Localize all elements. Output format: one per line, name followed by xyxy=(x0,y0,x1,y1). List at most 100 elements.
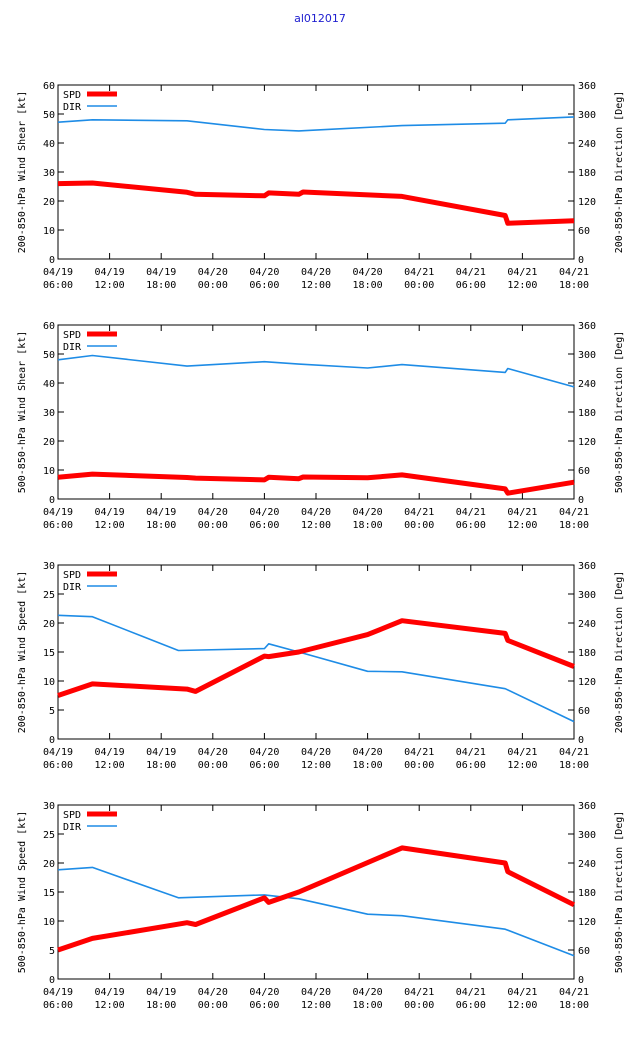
y2-tick-label: 300 xyxy=(578,350,596,361)
y-tick-label: 0 xyxy=(49,735,55,746)
x-tick-label-time: 18:00 xyxy=(559,520,589,531)
x-tick-label-date: 04/21 xyxy=(507,507,537,518)
x-tick-label-time: 12:00 xyxy=(507,760,537,771)
x-tick-label-time: 18:00 xyxy=(146,520,176,531)
y2-tick-label: 360 xyxy=(578,561,596,572)
x-tick-label-time: 12:00 xyxy=(301,1000,331,1011)
dir-series-line xyxy=(57,354,575,388)
dir-series-line xyxy=(57,116,575,132)
x-tick-label-date: 04/21 xyxy=(456,267,486,278)
x-tick-label-time: 00:00 xyxy=(404,280,434,291)
y2-tick-label: 180 xyxy=(578,888,596,899)
x-tick-label-time: 06:00 xyxy=(456,520,486,531)
x-tick-label-time: 00:00 xyxy=(198,1000,228,1011)
x-tick-label-date: 04/20 xyxy=(301,507,331,518)
x-tick-label-date: 04/20 xyxy=(249,507,279,518)
y-tick-label: 30 xyxy=(43,408,55,419)
x-tick-label-date: 04/21 xyxy=(507,747,537,758)
y-tick-label: 30 xyxy=(43,801,55,812)
x-tick-label-time: 18:00 xyxy=(559,1000,589,1011)
x-tick-label-date: 04/19 xyxy=(43,987,73,998)
x-tick-label-time: 00:00 xyxy=(404,520,434,531)
x-tick-label-date: 04/21 xyxy=(404,507,434,518)
x-tick-label-time: 18:00 xyxy=(353,1000,383,1011)
x-tick-label-date: 04/19 xyxy=(146,507,176,518)
x-tick-label-time: 06:00 xyxy=(456,280,486,291)
x-tick-label-time: 00:00 xyxy=(198,520,228,531)
x-tick-label-date: 04/20 xyxy=(353,747,383,758)
y-tick-label: 40 xyxy=(43,379,55,390)
x-tick-label-date: 04/21 xyxy=(559,267,589,278)
x-tick-label-date: 04/20 xyxy=(301,987,331,998)
y-tick-label: 10 xyxy=(43,226,55,237)
x-tick-label-time: 12:00 xyxy=(95,760,125,771)
x-tick-label-time: 06:00 xyxy=(249,1000,279,1011)
x-tick-label-date: 04/21 xyxy=(404,987,434,998)
x-tick-label-date: 04/20 xyxy=(301,267,331,278)
x-tick-label-time: 06:00 xyxy=(456,760,486,771)
y2-tick-label: 120 xyxy=(578,197,596,208)
y2-tick-label: 300 xyxy=(578,110,596,121)
chart-panel-1: 0 10 20 30 40 50 60 0 60 120 180 240 300 360 04/19 06:0… xyxy=(17,81,625,291)
x-tick-label-date: 04/21 xyxy=(559,507,589,518)
y2-tick-label: 180 xyxy=(578,168,596,179)
chart-panel-2: 0 10 20 30 40 50 60 0 60 120 180 240 300 360 04/19 06:0… xyxy=(17,321,625,531)
y-tick-label: 60 xyxy=(43,81,55,92)
x-tick-label-time: 18:00 xyxy=(353,520,383,531)
y-tick-label: 0 xyxy=(49,255,55,266)
y2-tick-label: 0 xyxy=(578,255,584,266)
x-tick-label-time: 06:00 xyxy=(249,760,279,771)
y-tick-label: 15 xyxy=(43,648,55,659)
legend-label-spd: SPD xyxy=(63,330,81,341)
legend-label-spd: SPD xyxy=(63,810,81,821)
dir-series-line xyxy=(57,614,575,723)
spd-series-line xyxy=(57,618,575,698)
plot-frame xyxy=(57,564,575,740)
x-tick-label-time: 18:00 xyxy=(353,760,383,771)
y-tick-label: 20 xyxy=(43,197,55,208)
y2-tick-label: 240 xyxy=(578,379,596,390)
x-tick-label-time: 06:00 xyxy=(43,280,73,291)
y-tick-label: 20 xyxy=(43,619,55,630)
x-tick-label-date: 04/20 xyxy=(301,747,331,758)
spd-series-line xyxy=(57,845,576,953)
x-tick-label-time: 12:00 xyxy=(95,280,125,291)
x-tick-label-time: 18:00 xyxy=(559,280,589,291)
x-tick-label-date: 04/20 xyxy=(249,267,279,278)
x-tick-label-date: 04/20 xyxy=(353,267,383,278)
x-tick-label-date: 04/19 xyxy=(43,267,73,278)
y2-tick-label: 240 xyxy=(578,619,596,630)
y2-tick-label: 360 xyxy=(578,321,596,332)
y2-axis-label: 500-850-hPa Direction [Deg] xyxy=(614,811,625,974)
y2-axis-label: 200-850-hPa Direction [Deg] xyxy=(614,91,625,254)
y-axis-label: 200-850-hPa Wind Shear [kt] xyxy=(17,91,28,254)
x-tick-label-date: 04/19 xyxy=(95,747,125,758)
dir-series-line xyxy=(57,866,575,957)
y2-tick-label: 180 xyxy=(578,648,596,659)
x-tick-label-date: 04/19 xyxy=(146,747,176,758)
y2-tick-label: 180 xyxy=(578,408,596,419)
x-tick-label-date: 04/19 xyxy=(146,267,176,278)
legend-label-spd: SPD xyxy=(63,90,81,101)
y-axis-label: 500-850-hPa Wind Speed [kt] xyxy=(17,811,28,974)
x-tick-label-time: 06:00 xyxy=(249,520,279,531)
x-tick-label-date: 04/20 xyxy=(353,507,383,518)
x-tick-label-time: 18:00 xyxy=(353,280,383,291)
y-tick-label: 10 xyxy=(43,466,55,477)
plot-frame xyxy=(57,324,575,500)
x-tick-label-date: 04/21 xyxy=(404,267,434,278)
legend-label-dir: DIR xyxy=(63,102,82,113)
y-tick-label: 10 xyxy=(43,677,55,688)
y-tick-label: 60 xyxy=(43,321,55,332)
y2-tick-label: 300 xyxy=(578,830,596,841)
x-tick-label-time: 18:00 xyxy=(559,760,589,771)
y2-tick-label: 60 xyxy=(578,706,590,717)
x-tick-label-date: 04/21 xyxy=(456,747,486,758)
y-tick-label: 20 xyxy=(43,437,55,448)
x-tick-label-time: 00:00 xyxy=(198,760,228,771)
legend-label-dir: DIR xyxy=(63,342,82,353)
y-tick-label: 30 xyxy=(43,168,55,179)
plot-frame xyxy=(57,84,575,260)
y2-tick-label: 240 xyxy=(578,139,596,150)
y2-tick-label: 60 xyxy=(578,226,590,237)
